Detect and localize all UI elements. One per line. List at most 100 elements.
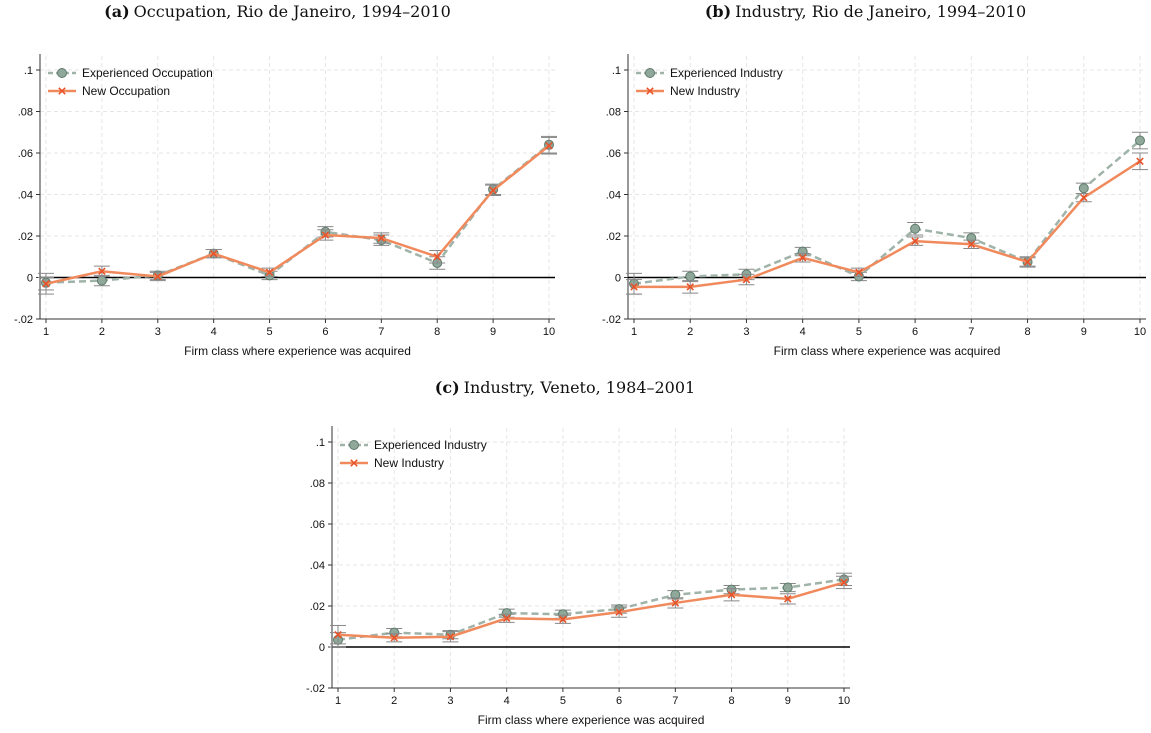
x-tick-label: 10 <box>543 326 555 338</box>
data-point <box>840 578 848 587</box>
chart-panel-c: -.02 0 .02 .04 .06 .08 .1 1 2 3 4 5 6 7 8 9 10 Firm class… <box>292 412 858 733</box>
data-point <box>321 231 330 239</box>
data-point <box>782 582 793 593</box>
legend-marker <box>58 87 66 95</box>
x-tick-label: 2 <box>99 326 105 338</box>
data-point <box>671 599 680 607</box>
chart-a-svg: -.02 0 .02 .04 .06 .08 .1 1 2 3 4 5 6 7 8 9 10 Firm class… <box>14 54 557 358</box>
series-line <box>45 144 550 285</box>
data-point <box>42 279 50 288</box>
data-point <box>1136 157 1144 166</box>
data-point <box>967 240 976 249</box>
x-tick-label: 4 <box>504 695 510 707</box>
x-tick-label: 9 <box>785 695 791 707</box>
data-point <box>855 268 863 277</box>
data-point <box>742 275 751 284</box>
x-tick-label: 9 <box>490 326 496 338</box>
legend-label: Experienced Occupation <box>82 66 213 80</box>
x-tick-label: 1 <box>43 326 49 338</box>
legend-label: New Industry <box>670 84 740 98</box>
legend-label: New Occupation <box>82 84 170 98</box>
data-point <box>154 272 162 281</box>
data-point <box>615 608 623 616</box>
panel-c-label: (c) <box>434 378 460 397</box>
y-tick-label: .02 <box>606 231 621 243</box>
series-line <box>633 139 1141 285</box>
data-point <box>1080 193 1088 202</box>
data-point <box>798 254 807 262</box>
data-point <box>489 186 497 195</box>
x-tick-label: 4 <box>800 326 806 338</box>
x-tick-label: 8 <box>1024 326 1030 338</box>
legend: Experienced Industry New Industry <box>636 66 783 98</box>
y-tick-label: .02 <box>310 601 325 613</box>
x-tick-label: 5 <box>266 326 272 338</box>
data-point <box>1135 135 1145 146</box>
data-point <box>685 271 696 282</box>
panel-b-label: (b) <box>704 2 732 21</box>
data-point <box>377 234 386 242</box>
legend-marker <box>57 68 67 78</box>
data-point <box>784 595 792 603</box>
x-tick-label: 1 <box>631 326 637 338</box>
series-line <box>634 160 1141 289</box>
legend: Experienced Industry New Industry <box>340 438 487 470</box>
x-axis-title: Firm class where experience was acquired <box>184 344 411 358</box>
panel-c-caption: (c) Industry, Veneto, 1984–2001 <box>280 378 850 397</box>
data-point <box>446 632 455 641</box>
x-tick-label: 8 <box>434 326 440 338</box>
y-tick-label: .06 <box>310 519 325 531</box>
y-tick-label: .08 <box>606 107 621 119</box>
series-line <box>337 581 845 640</box>
y-tick-label: .04 <box>18 190 33 202</box>
y-tick-label: 0 <box>615 273 621 285</box>
y-tick-label: -.02 <box>14 314 33 326</box>
x-tick-label: 3 <box>447 695 453 707</box>
x-tick-label: 3 <box>743 326 749 338</box>
x-tick-label: 9 <box>1081 326 1087 338</box>
data-point <box>265 268 274 277</box>
legend-marker <box>349 440 359 450</box>
data-point <box>727 590 736 599</box>
panel-b-caption: (b) Industry, Rio de Janeiro, 1994–2010 <box>580 2 1151 21</box>
y-tick-label: .06 <box>18 148 33 160</box>
y-tick-label: 0 <box>319 642 325 654</box>
data-point <box>1078 183 1089 194</box>
data-point <box>911 237 919 245</box>
panel-c-title: Industry, Veneto, 1984–2001 <box>463 378 696 397</box>
y-tick-label: .1 <box>24 65 33 77</box>
y-tick-label: .04 <box>606 190 621 202</box>
data-point <box>910 223 921 234</box>
x-tick-label: 2 <box>687 326 693 338</box>
x-tick-label: 2 <box>391 695 397 707</box>
legend-label: New Industry <box>374 456 444 470</box>
y-tick-label: .04 <box>310 560 325 572</box>
chart-b-svg: -.02 0 .02 .04 .06 .08 .1 1 2 3 4 5 6 7 8 9 10 Firm class… <box>602 54 1148 358</box>
data-point <box>630 283 638 291</box>
data-point <box>502 614 511 623</box>
legend-marker <box>646 87 654 95</box>
data-point <box>545 141 553 150</box>
series-0 <box>330 572 852 648</box>
data-point <box>559 615 567 624</box>
data-point <box>1023 258 1032 266</box>
y-tick-label: -.02 <box>602 314 621 326</box>
x-tick-label: 6 <box>616 695 622 707</box>
x-tick-label: 7 <box>672 695 678 707</box>
x-tick-label: 3 <box>155 326 161 338</box>
data-point <box>96 275 107 286</box>
x-axis-title: Firm class where experience was acquired <box>478 713 705 727</box>
y-tick-label: .08 <box>18 107 33 119</box>
panel-a-caption: (a) Occupation, Rio de Janeiro, 1994–2010 <box>0 2 555 21</box>
y-tick-label: -.02 <box>306 683 325 695</box>
data-point <box>433 252 441 261</box>
legend-label: Experienced Industry <box>670 66 783 80</box>
data-point <box>98 267 106 276</box>
x-tick-label: 6 <box>322 326 328 338</box>
series-line <box>337 578 845 642</box>
legend-label: Experienced Industry <box>374 438 487 452</box>
y-tick-label: .08 <box>310 478 325 490</box>
series-1 <box>626 152 1148 295</box>
data-point <box>209 249 218 258</box>
x-tick-label: 4 <box>211 326 217 338</box>
